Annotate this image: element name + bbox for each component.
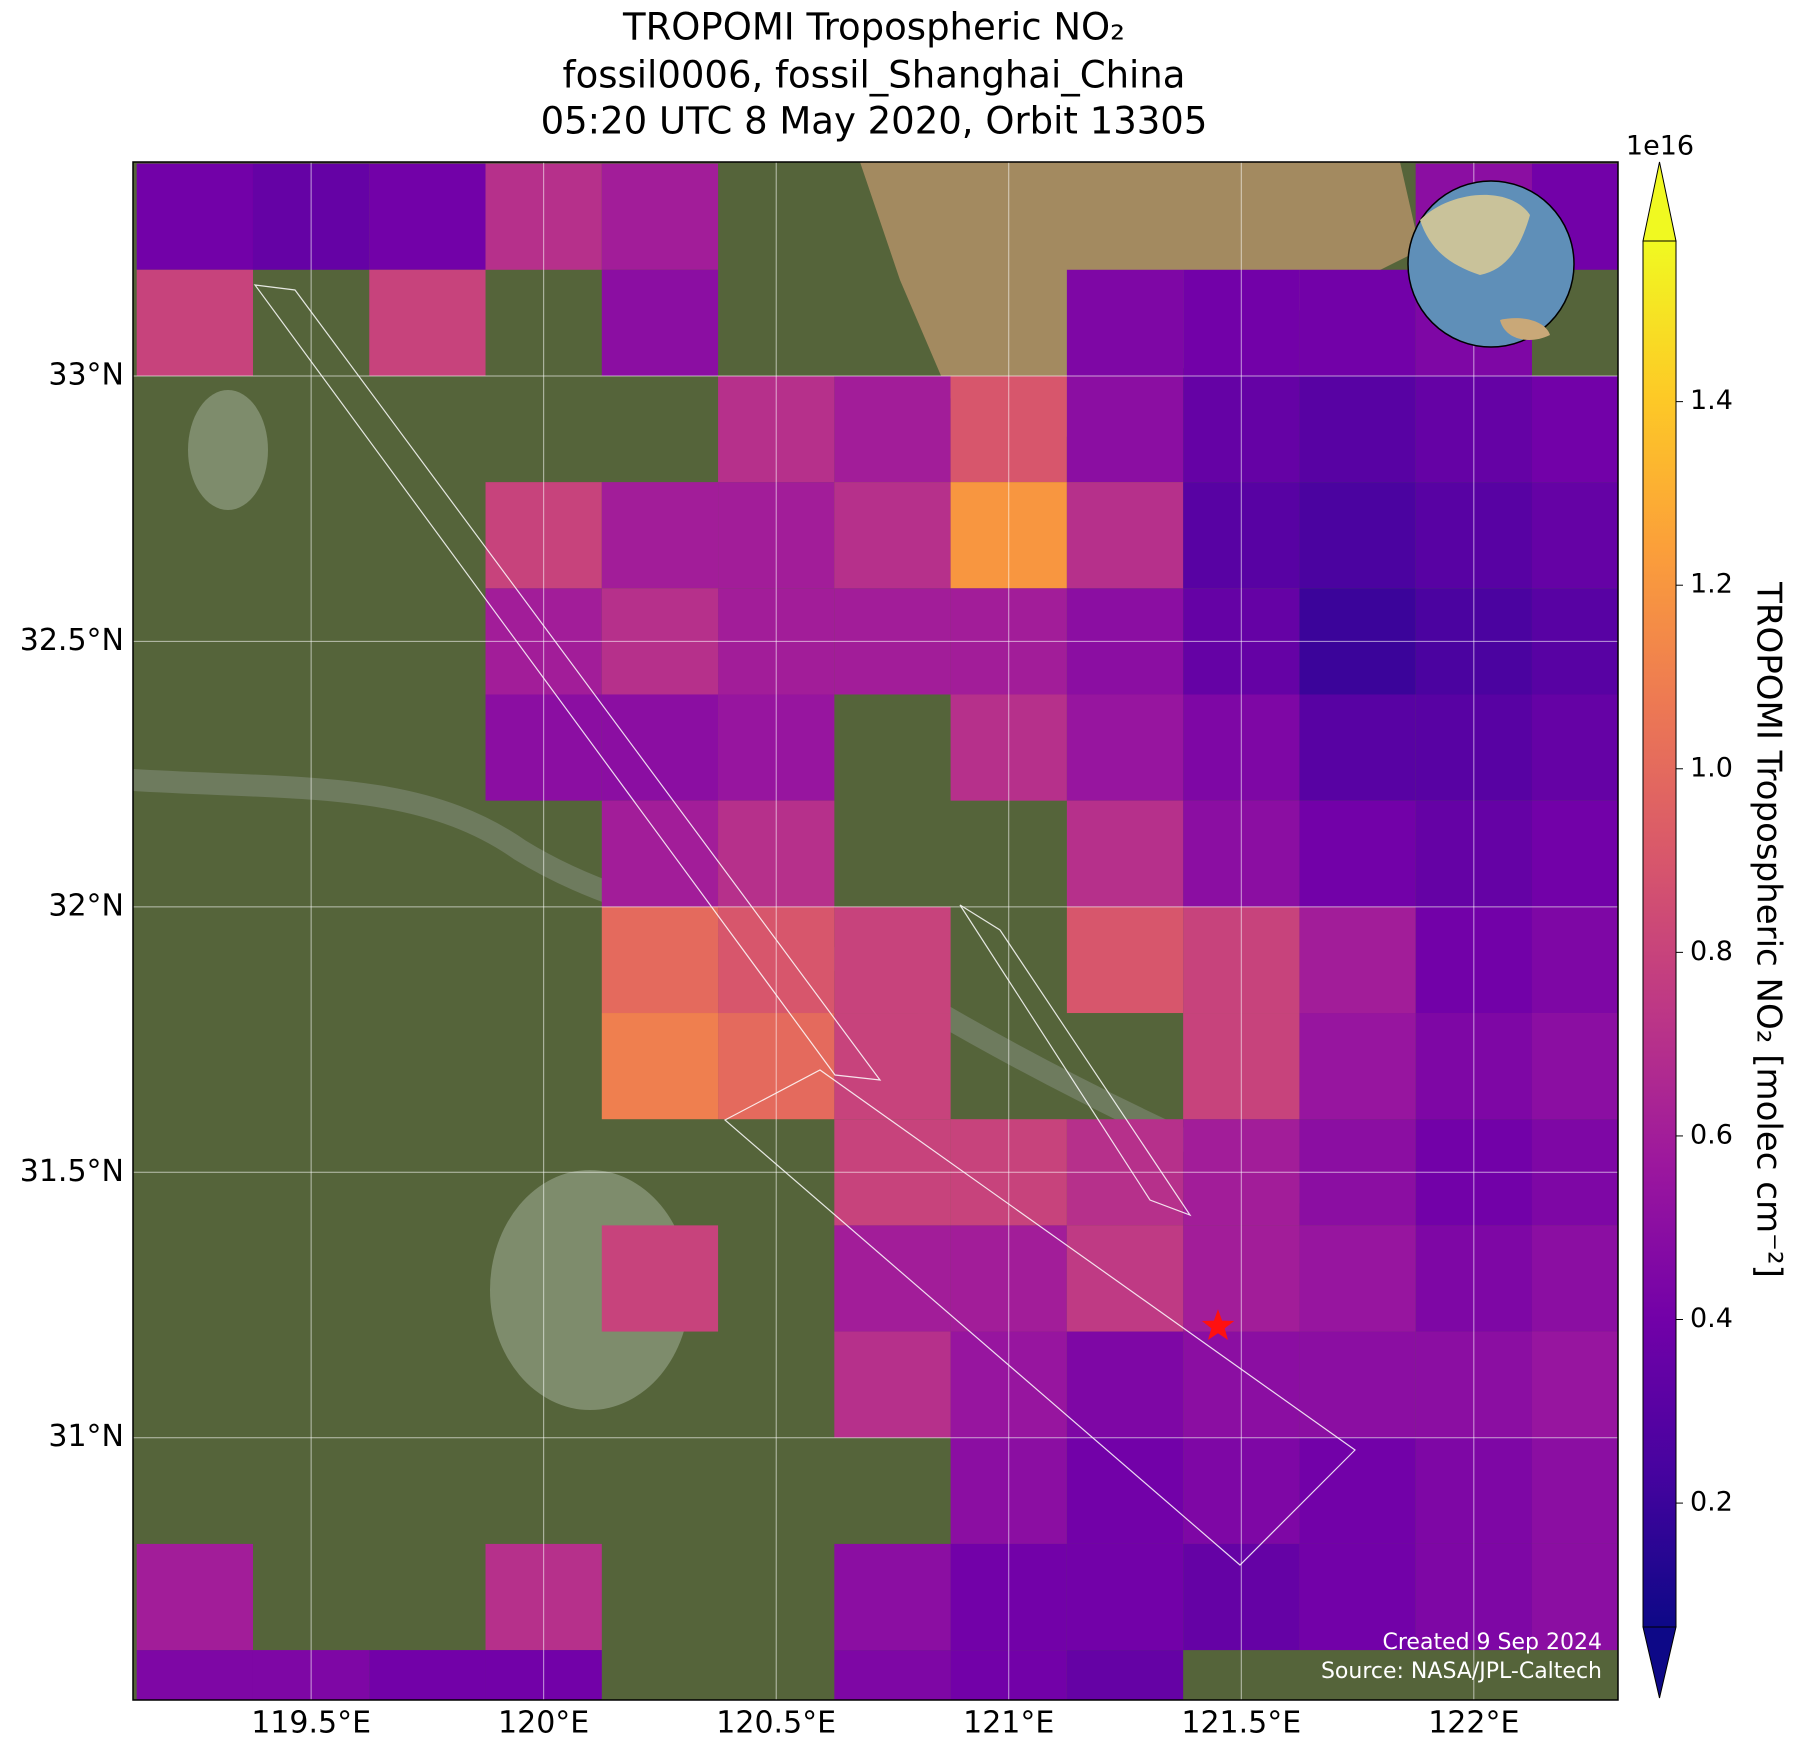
cell [1299,482,1416,589]
credit: Created 9 Sep 2024 [1383,1630,1603,1655]
cell [834,906,951,1014]
cell [136,1650,253,1700]
swath [253,284,882,1081]
y-tick-label: 31°N [48,1419,124,1454]
cell [1531,1331,1618,1438]
globe-inset [1407,180,1575,348]
cell [834,1543,951,1651]
y-tick-label: 31.5°N [20,1154,124,1189]
cell [1299,1543,1416,1651]
cell [601,163,719,270]
cell [1299,375,1416,483]
continent [1500,318,1550,340]
cell [1531,482,1618,589]
map-frame [132,161,1619,1701]
cell [1066,1543,1184,1651]
y-tick-label: 32°N [48,888,124,923]
grid [133,162,1618,1700]
cell [1066,800,1184,907]
x-tick-label: 119.5°E [251,1706,371,1741]
cell [601,482,719,589]
cell [1299,1013,1416,1120]
cell [601,269,719,376]
cell [1066,1437,1184,1544]
subtitle: fossil0006, fossil_Shanghai_China [563,54,1186,97]
cell [1531,1013,1618,1120]
cell [601,694,719,801]
cell [834,375,951,483]
colorbar-tick-label: 0.6 [1690,1119,1733,1150]
colorbar-tick-label: 1.2 [1690,569,1733,600]
cell [834,482,951,589]
cell [1299,906,1416,1014]
cell [369,1650,486,1700]
colorbar-tick-label: 0.2 [1690,1487,1733,1518]
cell [834,1650,951,1700]
y-tick-label: 33°N [48,357,124,392]
cell [1066,1650,1184,1700]
cell [1531,1543,1618,1651]
lake [188,390,268,510]
swath [959,904,1192,1217]
credit: Source: NASA/JPL-Caltech [1321,1659,1602,1684]
cell [1299,1331,1416,1438]
cell [136,269,253,376]
cell [136,163,253,270]
cell [601,906,719,1014]
cell [1066,1331,1184,1438]
cell [834,1013,951,1120]
colorbar-frame [1642,240,1677,1628]
cell [601,800,719,907]
colorbar-extend [1642,161,1677,242]
cell [1066,694,1184,801]
cell [1531,1225,1618,1332]
cell [601,1225,719,1332]
colorbar-offset: 1e16 [1626,131,1694,162]
colorbar-tick-label: 1.0 [1690,752,1733,783]
cell [834,1225,951,1332]
cell [1531,1437,1618,1544]
cell [1066,269,1184,376]
colorbar-gradient [1643,241,1676,1627]
x-tick-label: 120.5°E [716,1706,836,1741]
colorbar-extend [1642,1626,1677,1699]
colorbar-tick-label: 0.4 [1690,1303,1733,1334]
x-tick-label: 121.5°E [1181,1706,1301,1741]
cell [1299,1225,1416,1332]
x-tick-label: 120°E [498,1706,589,1741]
cell [1066,906,1184,1014]
swath [723,1069,1356,1566]
title: TROPOMI Tropospheric NO₂ [622,6,1125,49]
cell [1531,375,1618,483]
x-tick-label: 122°E [1428,1706,1519,1741]
footprints [253,284,1356,1566]
colorbar-tick-label: 0.8 [1690,936,1733,967]
cell [1299,800,1416,907]
cell [1299,1437,1416,1544]
cell [136,1543,253,1651]
colorbar-label: TROPOMI Tropospheric NO₂ [molec cm⁻²] [1749,581,1789,1278]
colorbar-tick-label: 1.4 [1690,385,1733,416]
subtitle: 05:20 UTC 8 May 2020, Orbit 13305 [541,100,1208,143]
cell [1531,906,1618,1014]
cell [369,269,486,376]
cell [834,1331,951,1438]
continent [1420,194,1530,275]
cell [1299,694,1416,801]
x-tick-label: 121°E [963,1706,1054,1741]
y-tick-label: 32.5°N [20,623,124,658]
cell [1066,482,1184,589]
cell [1531,800,1618,907]
cell [1066,375,1184,483]
target-marker [1201,1309,1235,1340]
cell [601,1013,719,1120]
colorbar: 0.2 0.4 0.6 0.8 1.0 1.2 1.4 [1642,161,1733,1699]
cell [1531,694,1618,801]
cell [1299,269,1416,376]
cell [369,163,486,270]
